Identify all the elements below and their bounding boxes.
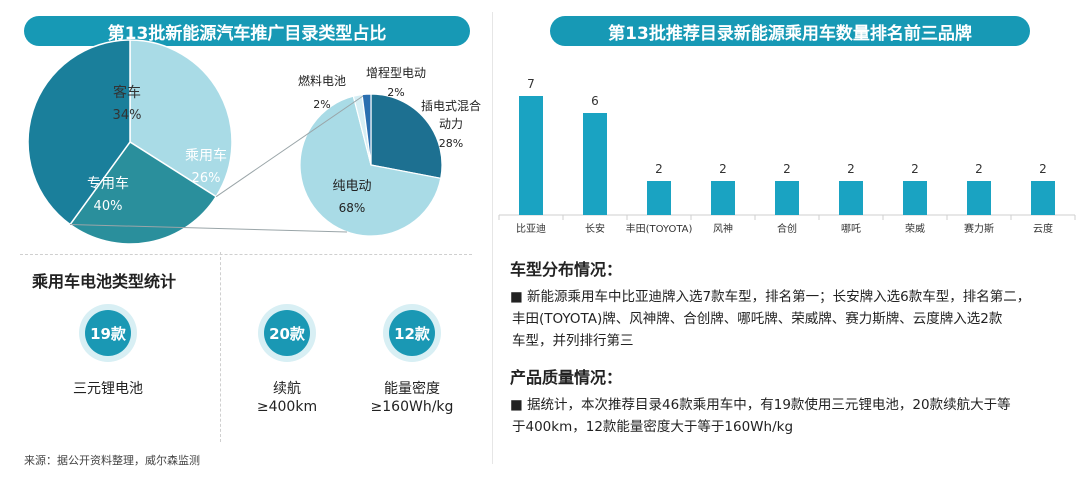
- main-pie-label: 乘用车: [185, 147, 227, 164]
- left-chart-banner: 第13批新能源汽车推广目录类型占比: [24, 16, 470, 46]
- model-distribution-title: 车型分布情况：: [510, 260, 623, 279]
- breakdown-label: 增程型电动: [366, 65, 426, 80]
- main-pie-value: 34%: [113, 108, 142, 123]
- bar-category-label: 赛力斯: [964, 222, 994, 235]
- quality-text: ■ 据统计，本次推荐目录46款乘用车中，有19款使用三元锂电池，20款续航大于等…: [510, 397, 1011, 435]
- bar-value-label: 2: [1039, 162, 1047, 176]
- bar: [711, 181, 735, 215]
- bar-category-label: 荣威: [905, 222, 925, 235]
- bar-category-labels: 比亚迪 长安 丰田(TOYOTA) 风神 合创 哪吒 荣威 赛力斯 云度: [516, 222, 1053, 235]
- breakdown-label: 动力: [439, 117, 463, 131]
- bar-value-label: 2: [911, 162, 919, 176]
- bar-category-label: 哪吒: [841, 223, 861, 235]
- breakdown-pie: [299, 93, 443, 237]
- main-pie-value: 40%: [94, 199, 123, 214]
- main-pie-slice: [27, 39, 131, 226]
- pie-connector-lines: [70, 95, 364, 233]
- bar-value-label: 6: [591, 94, 599, 108]
- battery-label-3: 能量密度 ≥160Wh/kg: [370, 381, 454, 415]
- breakdown-label: 燃料电池: [298, 73, 346, 88]
- model-distribution-text: ■ 新能源乘用车中比亚迪牌入选7款车型，排名第一；长安牌入选6款车型，排名第二，…: [510, 289, 1031, 349]
- bar-category-label: 云度: [1033, 222, 1053, 235]
- main-pie: [27, 39, 233, 245]
- main-pie-value: 26%: [192, 171, 221, 186]
- breakdown-label: 插电式混合: [421, 98, 481, 113]
- bar-value-label: 7: [527, 77, 535, 91]
- bar-category-label: 比亚迪: [516, 223, 546, 235]
- bar-category-label: 丰田(TOYOTA): [626, 222, 693, 235]
- bar-category-label: 风神: [713, 222, 733, 235]
- bar: [775, 181, 799, 215]
- connector-line-bottom: [70, 224, 348, 233]
- bar-value-label: 2: [975, 162, 983, 176]
- bar-chart-area: 7 6 2 2 2 2 2 2 2 比亚迪 长安 丰田(TOYOTA) 风神 合创 哪吒 荣威 赛力斯 云度: [498, 77, 1076, 235]
- main-pie-label: 专用车: [87, 175, 129, 192]
- bar: [839, 181, 863, 215]
- main-pie-label: 客车: [113, 84, 141, 101]
- battery-count-circle-1: 19款: [85, 310, 131, 356]
- bar-category-label: 长安: [585, 222, 605, 235]
- source-note: 来源：据公开资料整理，威尔森监测: [24, 454, 200, 467]
- battery-count-circle-3: 12款: [389, 310, 435, 356]
- breakdown-value: 68%: [339, 201, 366, 215]
- horizontal-dashed-divider: [20, 254, 472, 255]
- breakdown-value: 2%: [313, 98, 330, 111]
- bar: [903, 181, 927, 215]
- breakdown-value: 2%: [387, 86, 404, 99]
- bar-value-labels: 7 6 2 2 2 2 2 2 2: [527, 77, 1047, 176]
- battery-label-2: 续航 ≥400km: [256, 381, 318, 415]
- breakdown-pie-slice: [299, 95, 442, 237]
- breakdown-label: 纯电动: [332, 179, 371, 194]
- right-chart-banner: 第13批推荐目录新能源乘用车数量排名前三品牌: [550, 16, 1030, 46]
- battery-count-circle-2: 20款: [264, 310, 310, 356]
- battery-label-1: 三元锂电池: [73, 381, 143, 397]
- bar: [583, 113, 607, 215]
- bar-x-axis: [498, 214, 1076, 220]
- bar-value-label: 2: [655, 162, 663, 176]
- breakdown-pie-slice: [370, 93, 443, 180]
- battery-dashed-divider: [220, 252, 221, 442]
- bar: [647, 181, 671, 215]
- bar-value-label: 2: [719, 162, 727, 176]
- bar: [1031, 181, 1055, 215]
- bar: [519, 96, 543, 215]
- bar-value-label: 2: [783, 162, 791, 176]
- bar-category-label: 合创: [777, 222, 797, 235]
- breakdown-pie-slice: [361, 93, 372, 166]
- vertical-divider: [492, 12, 493, 464]
- bars: [519, 96, 1055, 215]
- battery-section-title: 乘用车电池类型统计: [32, 272, 177, 291]
- main-pie-slice: [69, 140, 218, 245]
- quality-title: 产品质量情况：: [510, 368, 623, 387]
- bar: [967, 181, 991, 215]
- connector-line-top: [215, 95, 364, 198]
- breakdown-value: 28%: [439, 137, 463, 150]
- bar-value-label: 2: [847, 162, 855, 176]
